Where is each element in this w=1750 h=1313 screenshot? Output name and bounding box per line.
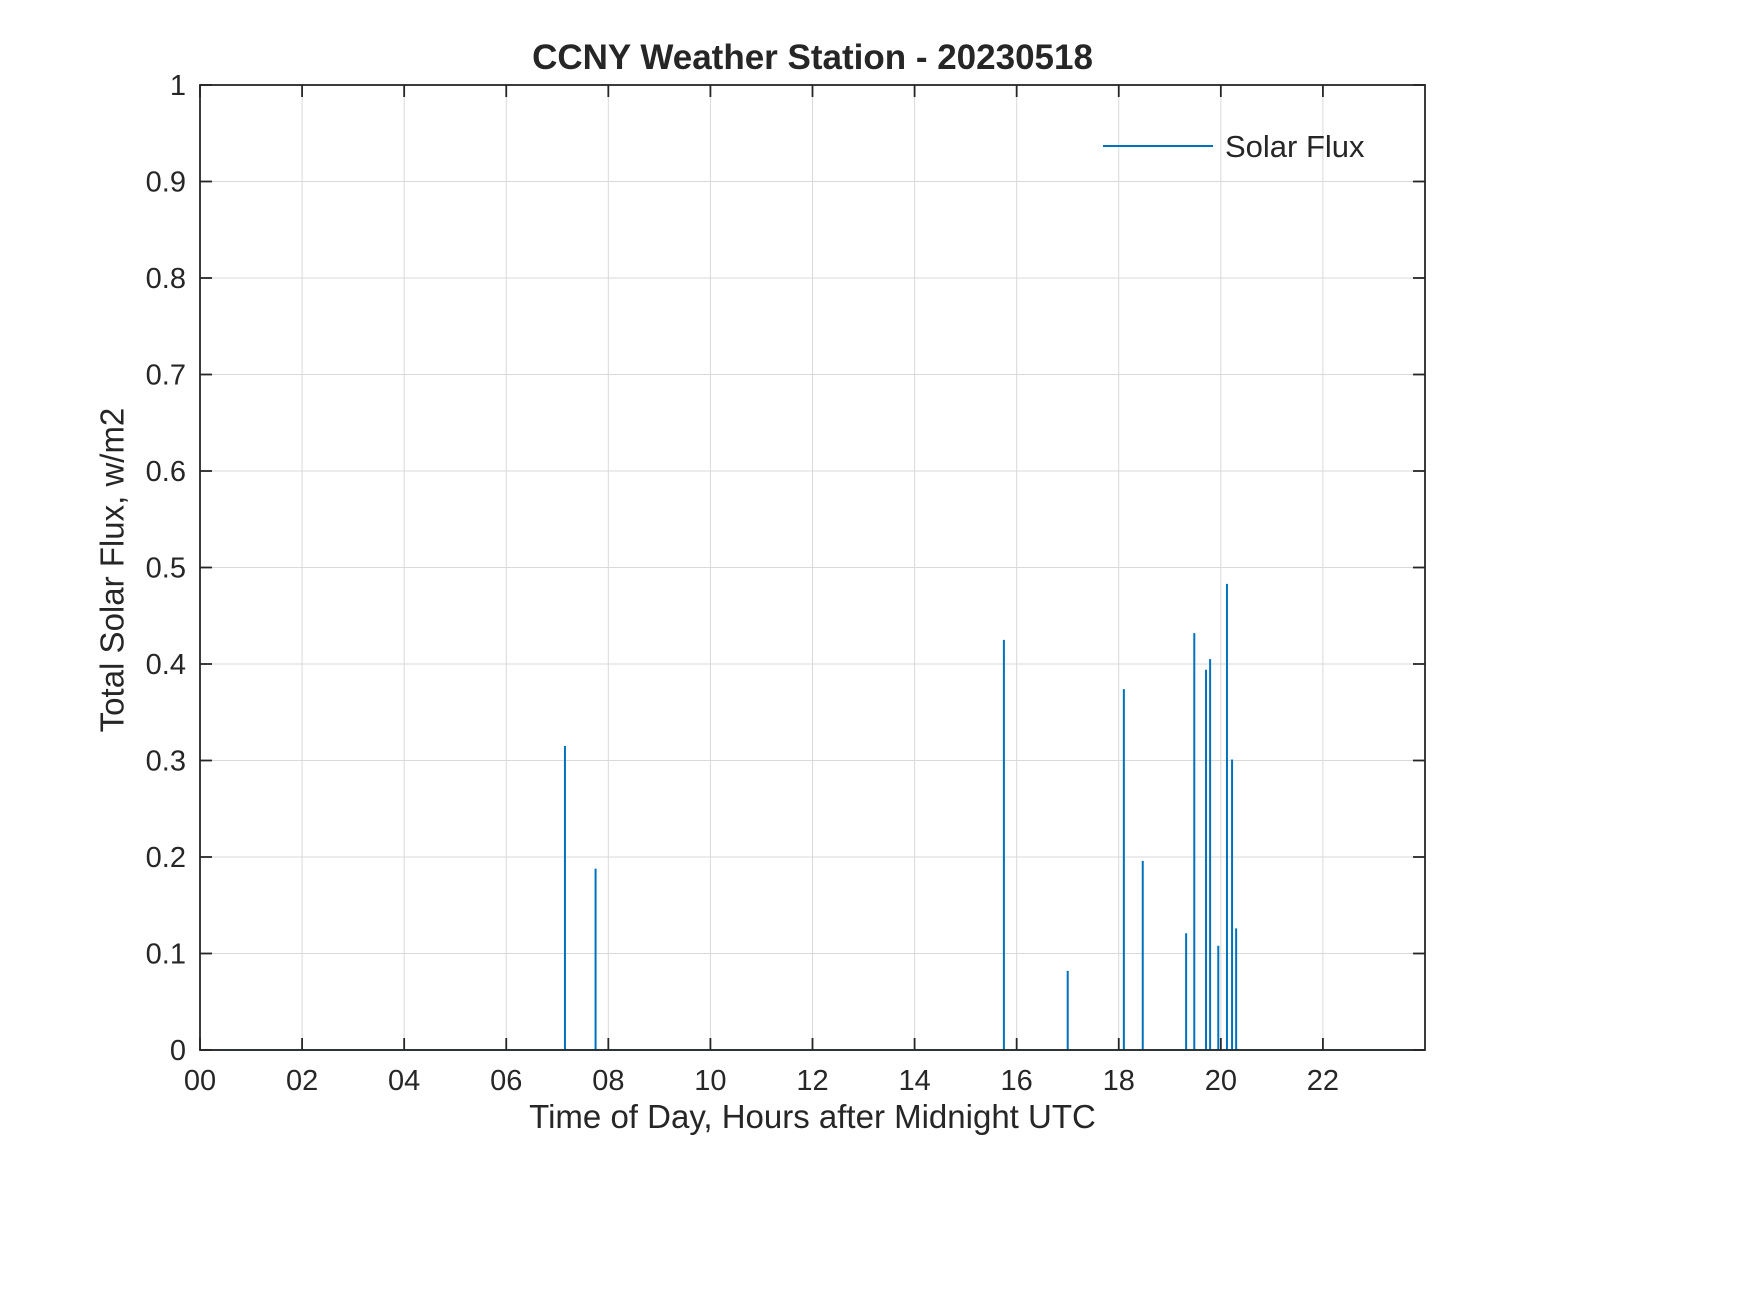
chart-title: CCNY Weather Station - 20230518: [532, 38, 1093, 77]
x-tick-label: 02: [286, 1065, 318, 1097]
x-tick-label: 10: [694, 1065, 726, 1097]
y-tick-label: 0.4: [146, 649, 186, 681]
x-tick-label: 20: [1205, 1065, 1237, 1097]
x-tick-label: 18: [1103, 1065, 1135, 1097]
x-tick-label: 06: [490, 1065, 522, 1097]
x-axis-label: Time of Day, Hours after Midnight UTC: [529, 1098, 1096, 1135]
y-tick-label: 0: [170, 1035, 186, 1067]
x-tick-label: 08: [592, 1065, 624, 1097]
y-tick-label: 0.3: [146, 746, 186, 778]
y-tick-label: 0.9: [146, 167, 186, 199]
y-tick-label: 0.2: [146, 842, 186, 874]
y-tick-label: 1: [170, 70, 186, 102]
x-tick-label: 16: [1001, 1065, 1033, 1097]
y-tick-label: 0.1: [146, 939, 186, 971]
y-tick-label: 0.7: [146, 360, 186, 392]
y-tick-label: 0.8: [146, 263, 186, 295]
x-tick-label: 04: [388, 1065, 420, 1097]
y-tick-label: 0.5: [146, 553, 186, 585]
x-tick-label: 12: [796, 1065, 828, 1097]
x-tick-label: 14: [898, 1065, 930, 1097]
x-tick-label: 00: [184, 1065, 216, 1097]
legend-label: Solar Flux: [1225, 129, 1365, 164]
x-tick-label: 22: [1307, 1065, 1339, 1097]
y-tick-label: 0.6: [146, 456, 186, 488]
